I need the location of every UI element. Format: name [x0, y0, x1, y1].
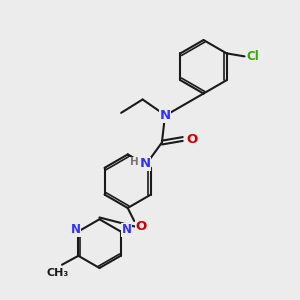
Text: CH₃: CH₃ [46, 268, 69, 278]
Text: H: H [130, 158, 139, 167]
Text: O: O [136, 220, 147, 233]
Text: Cl: Cl [246, 50, 259, 63]
Text: N: N [70, 224, 80, 236]
Text: N: N [159, 109, 170, 122]
Text: N: N [122, 224, 131, 236]
Text: O: O [186, 133, 197, 146]
Text: N: N [140, 158, 151, 170]
